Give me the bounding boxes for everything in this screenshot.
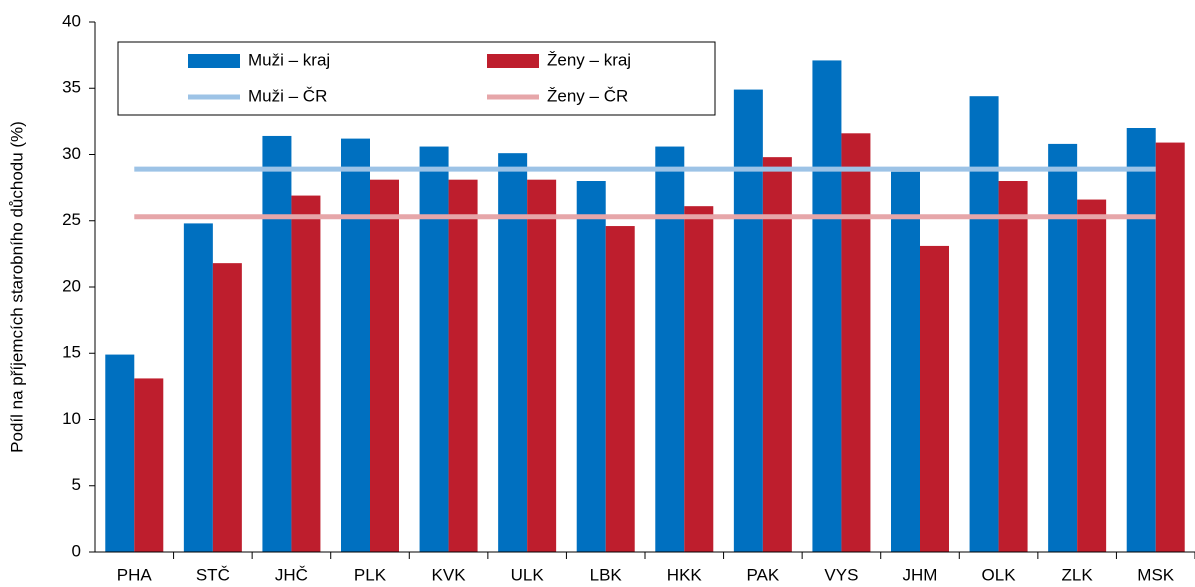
x-tick-label: MSK bbox=[1137, 565, 1175, 584]
x-tick-label: OLK bbox=[982, 565, 1017, 584]
y-axis-label: Podíl na příjemcích starobního důchodu (… bbox=[7, 121, 26, 453]
bar bbox=[262, 135, 292, 552]
legend-swatch bbox=[188, 54, 240, 68]
y-tick-label: 25 bbox=[62, 210, 81, 229]
bar bbox=[527, 179, 557, 553]
bar bbox=[655, 146, 685, 553]
legend-label: Ženy – kraj bbox=[547, 50, 631, 69]
bar bbox=[370, 179, 399, 553]
bar bbox=[183, 223, 213, 552]
y-tick-label: 20 bbox=[62, 276, 81, 295]
bar bbox=[212, 263, 242, 552]
bar bbox=[576, 181, 606, 552]
x-tick-label: ZLK bbox=[1062, 565, 1094, 584]
bar bbox=[498, 153, 528, 553]
x-tick-label: PHA bbox=[117, 565, 153, 584]
bar bbox=[291, 195, 321, 552]
bar bbox=[684, 206, 714, 553]
x-tick-label: LBK bbox=[590, 565, 623, 584]
bar bbox=[891, 171, 920, 552]
bar bbox=[812, 60, 842, 553]
x-tick-label: PAK bbox=[746, 565, 779, 584]
x-tick-label: ULK bbox=[511, 565, 545, 584]
bar bbox=[134, 378, 164, 552]
y-tick-label: 5 bbox=[72, 475, 81, 494]
x-tick-label: HKK bbox=[667, 565, 703, 584]
legend-label: Ženy – ČR bbox=[547, 86, 628, 105]
y-tick-label: 35 bbox=[62, 78, 81, 97]
legend-label: Muži – kraj bbox=[248, 50, 330, 69]
bar bbox=[419, 146, 449, 553]
legend-swatch bbox=[487, 54, 539, 68]
bar bbox=[762, 157, 792, 552]
bar bbox=[733, 89, 763, 552]
x-tick-label: JHČ bbox=[275, 565, 308, 584]
x-tick-label: JHM bbox=[903, 565, 938, 584]
y-tick-label: 10 bbox=[62, 409, 81, 428]
bar bbox=[998, 181, 1028, 552]
y-tick-label: 0 bbox=[72, 541, 81, 560]
bar bbox=[1048, 143, 1078, 552]
bar bbox=[341, 138, 370, 552]
bar bbox=[105, 354, 135, 552]
x-tick-label: VYS bbox=[824, 565, 858, 584]
bar bbox=[605, 226, 635, 553]
x-tick-label: KVK bbox=[432, 565, 467, 584]
bar bbox=[1155, 142, 1185, 552]
bar bbox=[1077, 199, 1107, 553]
bar bbox=[448, 179, 478, 553]
y-tick-label: 40 bbox=[62, 11, 81, 30]
bar bbox=[920, 245, 949, 553]
x-tick-label: STČ bbox=[196, 565, 230, 584]
legend-label: Muži – ČR bbox=[248, 86, 327, 105]
bar bbox=[841, 133, 871, 553]
bar bbox=[1126, 128, 1156, 552]
y-tick-label: 15 bbox=[62, 343, 81, 362]
x-tick-label: PLK bbox=[354, 565, 387, 584]
y-tick-label: 30 bbox=[62, 144, 81, 163]
bar bbox=[969, 96, 999, 552]
